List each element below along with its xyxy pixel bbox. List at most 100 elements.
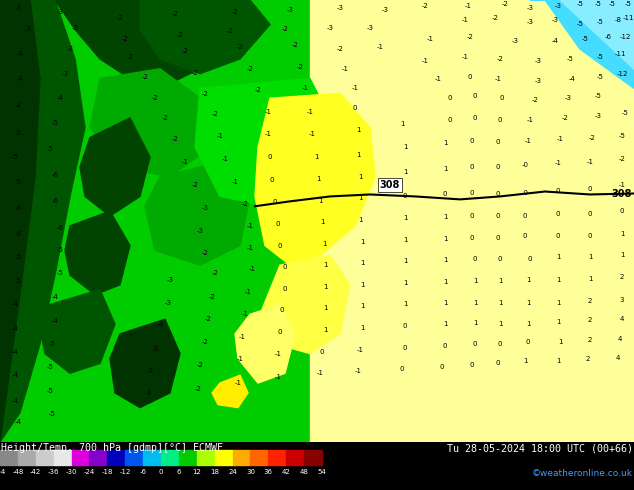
Text: -1: -1	[245, 289, 252, 294]
Text: 0: 0	[496, 361, 500, 367]
Text: 1: 1	[526, 277, 530, 283]
Text: -5: -5	[46, 147, 53, 152]
Text: -4: -4	[11, 398, 18, 404]
Text: -4: -4	[569, 75, 576, 81]
Text: 18: 18	[210, 469, 219, 475]
Polygon shape	[40, 290, 115, 373]
Polygon shape	[195, 78, 330, 206]
Text: -6: -6	[56, 225, 63, 231]
Text: -2: -2	[501, 1, 508, 7]
Text: -2: -2	[562, 115, 569, 121]
Polygon shape	[80, 118, 150, 216]
Text: -1: -1	[427, 36, 434, 42]
Text: 308: 308	[380, 180, 400, 190]
Text: -3: -3	[67, 46, 74, 52]
Text: -48: -48	[12, 469, 23, 475]
Text: -6: -6	[51, 198, 58, 204]
Text: -5: -5	[56, 247, 63, 253]
Polygon shape	[560, 0, 634, 69]
Text: 1: 1	[403, 258, 407, 264]
Text: 0: 0	[268, 154, 272, 160]
Text: 6: 6	[177, 469, 181, 475]
Text: 2: 2	[586, 357, 590, 363]
Text: -3: -3	[287, 7, 294, 13]
Text: 1: 1	[443, 279, 447, 285]
Text: -4: -4	[51, 318, 58, 324]
Text: -4: -4	[15, 103, 22, 109]
Text: -3: -3	[552, 17, 559, 23]
Text: -3: -3	[202, 205, 209, 211]
Text: -5: -5	[581, 36, 588, 42]
Text: 0: 0	[440, 365, 444, 370]
Text: -2: -2	[212, 111, 219, 117]
Text: 0: 0	[556, 211, 560, 217]
Polygon shape	[140, 0, 270, 74]
Text: -1: -1	[555, 160, 562, 166]
Polygon shape	[268, 450, 286, 465]
Text: -2: -2	[122, 36, 129, 42]
Text: 0: 0	[556, 233, 560, 239]
Polygon shape	[65, 211, 130, 294]
Text: 0: 0	[470, 164, 474, 170]
Text: 0: 0	[527, 256, 533, 262]
Text: -2: -2	[191, 70, 198, 75]
Text: 0: 0	[353, 105, 357, 111]
Text: -5: -5	[595, 93, 602, 99]
Polygon shape	[90, 69, 210, 177]
Text: -3: -3	[382, 7, 389, 13]
Text: -1: -1	[249, 266, 256, 272]
Polygon shape	[0, 0, 85, 442]
Text: -1: -1	[354, 368, 361, 374]
Text: -3: -3	[197, 228, 204, 234]
Text: 1: 1	[526, 321, 530, 327]
Text: 1: 1	[356, 152, 360, 158]
Text: -2: -2	[231, 9, 238, 15]
Text: -1: -1	[264, 130, 271, 137]
Text: 0: 0	[496, 213, 500, 219]
Text: -3: -3	[164, 299, 172, 305]
Text: -3: -3	[526, 5, 533, 11]
Text: ©weatheronline.co.uk: ©weatheronline.co.uk	[532, 469, 633, 478]
Text: 12: 12	[192, 469, 201, 475]
Text: 0: 0	[496, 192, 500, 197]
Text: 0: 0	[523, 233, 527, 239]
Text: 0: 0	[400, 367, 404, 372]
Text: -8: -8	[614, 17, 621, 23]
Text: -1: -1	[619, 182, 626, 188]
Text: 0: 0	[526, 339, 530, 345]
Text: 1: 1	[498, 278, 502, 284]
Polygon shape	[89, 450, 107, 465]
Text: 0: 0	[470, 213, 474, 219]
Text: 1: 1	[556, 359, 560, 365]
Text: -3: -3	[534, 58, 541, 64]
Text: 0: 0	[473, 341, 477, 347]
Polygon shape	[54, 450, 72, 465]
Text: 0: 0	[443, 343, 447, 349]
Text: 0: 0	[269, 177, 275, 183]
Text: -4: -4	[16, 75, 23, 81]
Text: -2: -2	[127, 54, 133, 60]
Text: 0: 0	[280, 307, 284, 314]
Text: -1: -1	[247, 245, 254, 251]
Polygon shape	[310, 0, 634, 442]
Text: 0: 0	[403, 194, 407, 199]
Text: -3: -3	[146, 368, 153, 374]
Text: -36: -36	[48, 469, 60, 475]
Text: 1: 1	[359, 303, 365, 310]
Text: -5: -5	[597, 74, 604, 79]
Text: -1: -1	[356, 346, 363, 353]
Text: -4: -4	[11, 348, 18, 355]
Text: -2: -2	[255, 87, 261, 94]
Polygon shape	[530, 0, 634, 88]
Polygon shape	[107, 450, 126, 465]
Text: 0: 0	[443, 192, 447, 197]
Text: 1: 1	[473, 299, 477, 305]
Text: 0: 0	[158, 469, 163, 475]
Text: -5: -5	[15, 254, 22, 260]
Text: 42: 42	[282, 469, 290, 475]
Text: 24: 24	[228, 469, 237, 475]
Text: -3: -3	[526, 19, 533, 25]
Text: -2: -2	[172, 11, 178, 17]
Text: -1: -1	[495, 75, 501, 81]
Text: 1: 1	[358, 196, 362, 201]
